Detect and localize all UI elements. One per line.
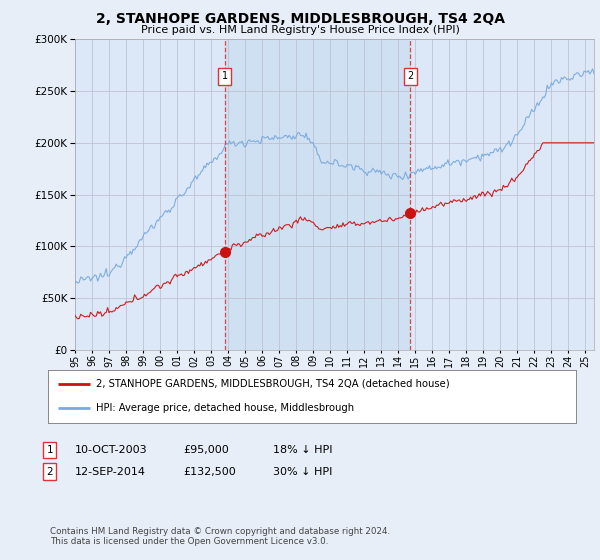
- Text: 2, STANHOPE GARDENS, MIDDLESBROUGH, TS4 2QA (detached house): 2, STANHOPE GARDENS, MIDDLESBROUGH, TS4 …: [95, 379, 449, 389]
- Text: 1: 1: [46, 445, 53, 455]
- Text: 18% ↓ HPI: 18% ↓ HPI: [273, 445, 332, 455]
- Text: 2: 2: [46, 466, 53, 477]
- Text: HPI: Average price, detached house, Middlesbrough: HPI: Average price, detached house, Midd…: [95, 403, 353, 413]
- Text: Price paid vs. HM Land Registry's House Price Index (HPI): Price paid vs. HM Land Registry's House …: [140, 25, 460, 35]
- Text: 30% ↓ HPI: 30% ↓ HPI: [273, 466, 332, 477]
- Text: 10-OCT-2003: 10-OCT-2003: [75, 445, 148, 455]
- Text: 2: 2: [407, 72, 413, 82]
- Text: 1: 1: [221, 72, 227, 82]
- Text: £95,000: £95,000: [183, 445, 229, 455]
- Bar: [224, 39, 410, 350]
- Text: £132,500: £132,500: [183, 466, 236, 477]
- Text: 2, STANHOPE GARDENS, MIDDLESBROUGH, TS4 2QA: 2, STANHOPE GARDENS, MIDDLESBROUGH, TS4 …: [95, 12, 505, 26]
- Text: 12-SEP-2014: 12-SEP-2014: [75, 466, 146, 477]
- Text: Contains HM Land Registry data © Crown copyright and database right 2024.
This d: Contains HM Land Registry data © Crown c…: [50, 526, 390, 546]
